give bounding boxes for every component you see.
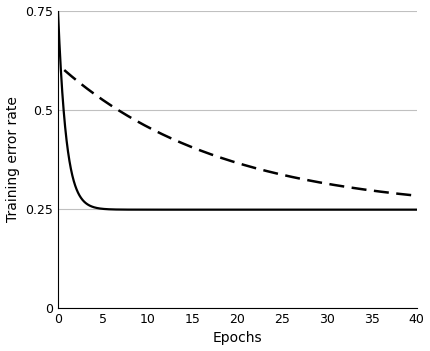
- X-axis label: Epochs: Epochs: [212, 331, 262, 345]
- Y-axis label: Training error rate: Training error rate: [6, 97, 19, 222]
